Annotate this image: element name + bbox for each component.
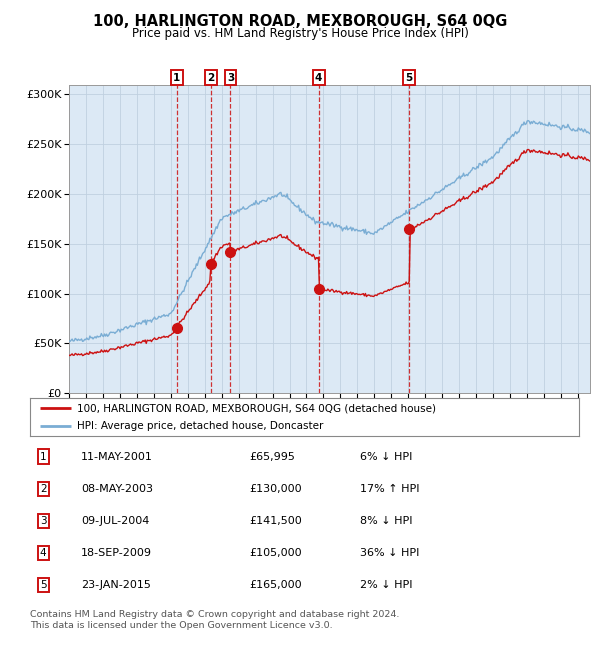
Text: 09-JUL-2004: 09-JUL-2004: [81, 516, 149, 526]
Text: 23-JAN-2015: 23-JAN-2015: [81, 580, 151, 590]
Text: 1: 1: [173, 73, 181, 83]
Text: 11-MAY-2001: 11-MAY-2001: [81, 452, 153, 461]
Text: £141,500: £141,500: [249, 516, 302, 526]
Text: 6% ↓ HPI: 6% ↓ HPI: [360, 452, 412, 461]
Text: 5: 5: [406, 73, 413, 83]
Text: HPI: Average price, detached house, Doncaster: HPI: Average price, detached house, Donc…: [77, 421, 323, 431]
Text: 100, HARLINGTON ROAD, MEXBOROUGH, S64 0QG: 100, HARLINGTON ROAD, MEXBOROUGH, S64 0Q…: [93, 14, 507, 29]
Text: Contains HM Land Registry data © Crown copyright and database right 2024.: Contains HM Land Registry data © Crown c…: [30, 610, 400, 619]
Text: 2: 2: [207, 73, 214, 83]
Text: 3: 3: [227, 73, 234, 83]
Text: 5: 5: [40, 580, 47, 590]
Text: 8% ↓ HPI: 8% ↓ HPI: [360, 516, 413, 526]
Text: £165,000: £165,000: [249, 580, 302, 590]
Text: £130,000: £130,000: [249, 484, 302, 494]
Text: 2: 2: [40, 484, 47, 494]
Text: £105,000: £105,000: [249, 548, 302, 558]
Text: 17% ↑ HPI: 17% ↑ HPI: [360, 484, 419, 494]
Text: 18-SEP-2009: 18-SEP-2009: [81, 548, 152, 558]
Text: 1: 1: [40, 452, 47, 461]
Text: This data is licensed under the Open Government Licence v3.0.: This data is licensed under the Open Gov…: [30, 621, 332, 630]
Text: 2% ↓ HPI: 2% ↓ HPI: [360, 580, 413, 590]
Text: 08-MAY-2003: 08-MAY-2003: [81, 484, 153, 494]
Text: 3: 3: [40, 516, 47, 526]
Text: 36% ↓ HPI: 36% ↓ HPI: [360, 548, 419, 558]
Text: 100, HARLINGTON ROAD, MEXBOROUGH, S64 0QG (detached house): 100, HARLINGTON ROAD, MEXBOROUGH, S64 0Q…: [77, 404, 436, 413]
Text: Price paid vs. HM Land Registry's House Price Index (HPI): Price paid vs. HM Land Registry's House …: [131, 27, 469, 40]
Text: £65,995: £65,995: [249, 452, 295, 461]
Text: 4: 4: [315, 73, 322, 83]
Text: 4: 4: [40, 548, 47, 558]
